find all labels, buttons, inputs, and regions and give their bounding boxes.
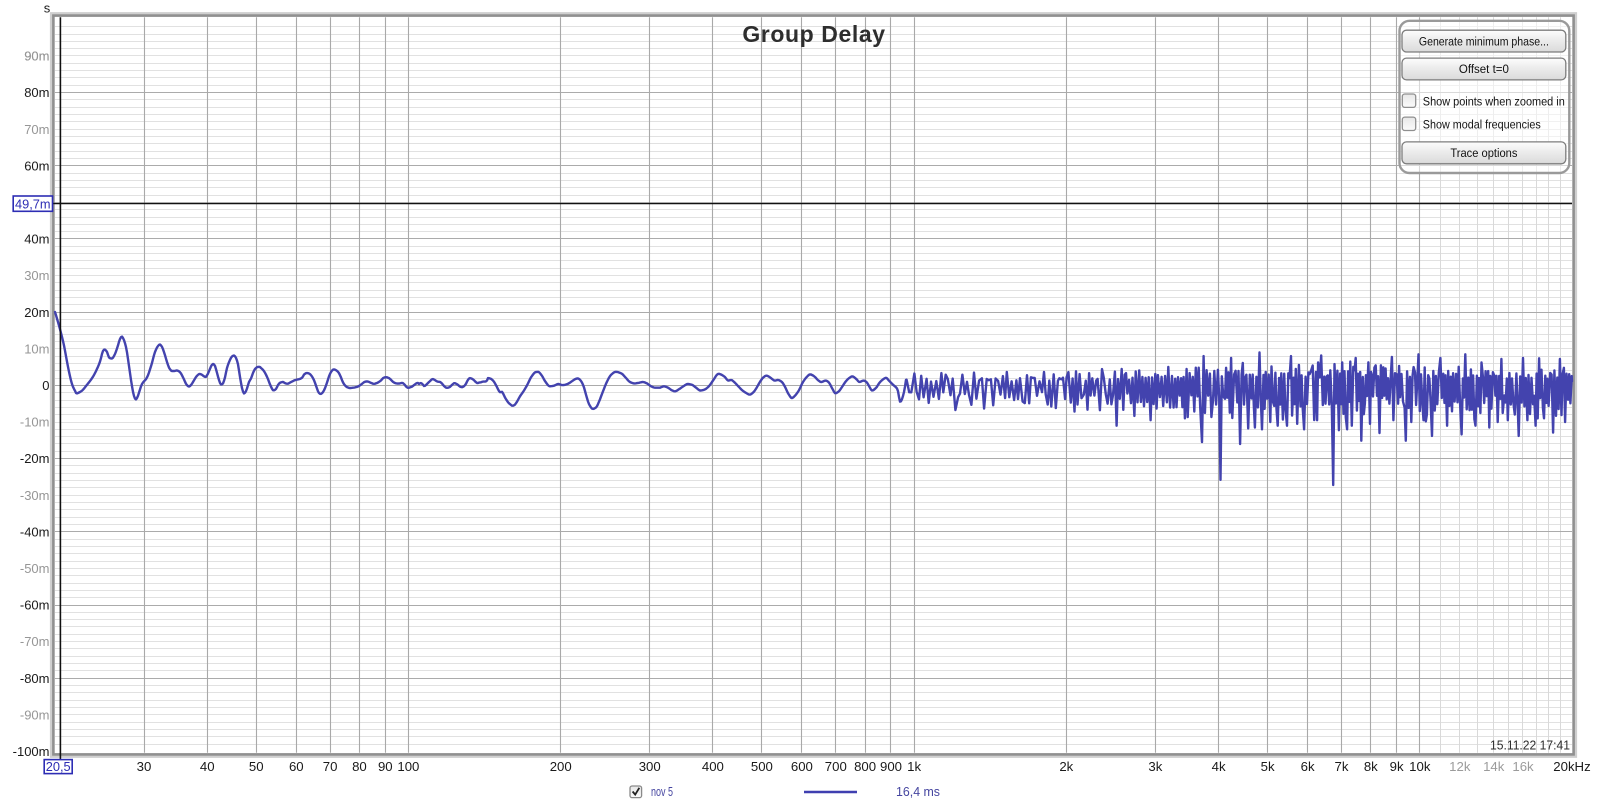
svg-text:7k: 7k [1335,759,1349,774]
svg-text:-20m: -20m [20,451,50,466]
svg-text:Offset t=0: Offset t=0 [1459,62,1509,76]
svg-text:Show points when zoomed in: Show points when zoomed in [1423,94,1565,108]
svg-text:s: s [44,1,51,16]
svg-text:-40m: -40m [20,524,50,539]
svg-text:20m: 20m [24,305,49,320]
svg-text:10m: 10m [24,341,49,356]
svg-text:90m: 90m [24,49,49,64]
svg-text:2k: 2k [1059,759,1073,774]
svg-text:20kHz: 20kHz [1553,759,1590,774]
svg-text:300: 300 [639,759,661,774]
svg-text:90m: 90m [24,49,49,64]
svg-text:500: 500 [751,759,773,774]
svg-text:Group Delay: Group Delay [742,21,885,47]
svg-text:16k: 16k [1512,759,1534,774]
svg-text:-10m: -10m [20,415,50,430]
svg-text:60m: 60m [24,158,49,173]
svg-text:10k: 10k [1409,759,1431,774]
svg-text:-30m: -30m [20,488,50,503]
svg-text:-50m: -50m [20,561,50,576]
svg-text:80: 80 [352,759,367,774]
svg-text:5k: 5k [1261,759,1275,774]
svg-text:90: 90 [378,759,393,774]
svg-text:700: 700 [825,759,847,774]
svg-text:50: 50 [249,759,264,774]
svg-text:49,7m: 49,7m [15,196,51,211]
svg-text:600: 600 [791,759,813,774]
svg-text:40m: 40m [24,232,49,247]
svg-text:200: 200 [550,759,572,774]
svg-text:14k: 14k [1483,759,1505,774]
svg-text:nov 5: nov 5 [651,784,673,799]
svg-text:15.11.22 17:41: 15.11.22 17:41 [1490,738,1570,753]
svg-text:100: 100 [397,759,419,774]
svg-text:-60m: -60m [20,598,50,613]
svg-text:-90m: -90m [20,707,50,722]
svg-text:40: 40 [200,759,215,774]
svg-text:0: 0 [42,378,49,393]
svg-text:20,5: 20,5 [46,759,71,774]
svg-text:70: 70 [323,759,338,774]
svg-text:400: 400 [702,759,724,774]
svg-text:1k: 1k [907,759,921,774]
svg-text:-100m: -100m [13,744,50,759]
svg-text:-70m: -70m [20,634,50,649]
svg-text:-80m: -80m [20,671,50,686]
svg-text:Show modal frequencies: Show modal frequencies [1423,118,1541,132]
svg-text:16,4 ms: 16,4 ms [896,784,940,799]
svg-text:Generate minimum phase...: Generate minimum phase... [1419,34,1549,48]
svg-text:80m: 80m [24,85,49,100]
svg-text:900: 900 [880,759,902,774]
svg-text:800: 800 [854,759,876,774]
svg-text:12k: 12k [1449,759,1471,774]
svg-text:60: 60 [289,759,304,774]
svg-text:4k: 4k [1212,759,1226,774]
svg-text:9k: 9k [1390,759,1404,774]
svg-text:30m: 30m [24,268,49,283]
svg-text:70m: 70m [24,122,49,137]
svg-text:30: 30 [137,759,152,774]
svg-text:3k: 3k [1148,759,1162,774]
svg-text:6k: 6k [1301,759,1315,774]
svg-text:Trace options: Trace options [1450,146,1517,160]
svg-text:8k: 8k [1364,759,1378,774]
